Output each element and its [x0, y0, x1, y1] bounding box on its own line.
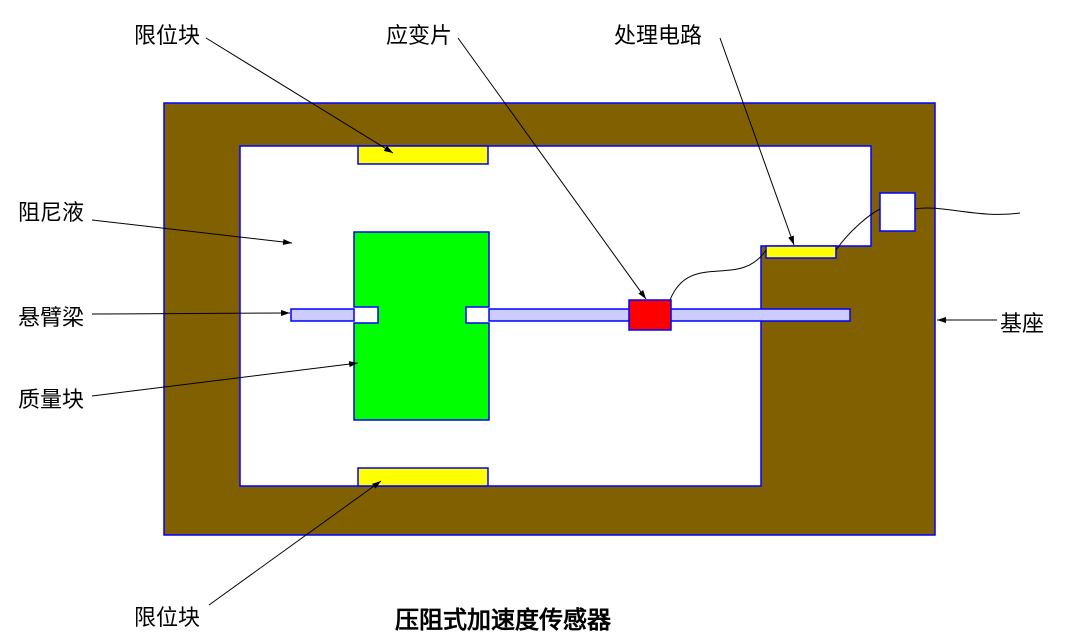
label-damping-fluid: 阻尼液	[18, 195, 84, 227]
connector-box	[880, 193, 915, 231]
label-strain-gauge: 应变片	[386, 18, 452, 50]
processing-circuit-chip	[766, 246, 836, 258]
callout-cantilever	[92, 313, 290, 314]
label-cantilever: 悬臂梁	[18, 300, 84, 332]
limit-block-top	[358, 146, 488, 164]
sensor-diagram	[0, 0, 1069, 642]
label-processing-circuit: 处理电路	[614, 18, 702, 50]
label-limit-block-top: 限位块	[134, 18, 200, 50]
label-mass-block: 质量块	[18, 382, 84, 414]
diagram-title: 压阻式加速度传感器	[395, 600, 611, 635]
mass-block	[354, 232, 489, 420]
wire1	[670, 250, 766, 300]
cantilever-beam-left	[291, 309, 354, 321]
label-base: 基座	[1000, 306, 1044, 338]
label-limit-block-bottom: 限位块	[134, 600, 200, 632]
strain-gauge-chip	[629, 300, 671, 330]
